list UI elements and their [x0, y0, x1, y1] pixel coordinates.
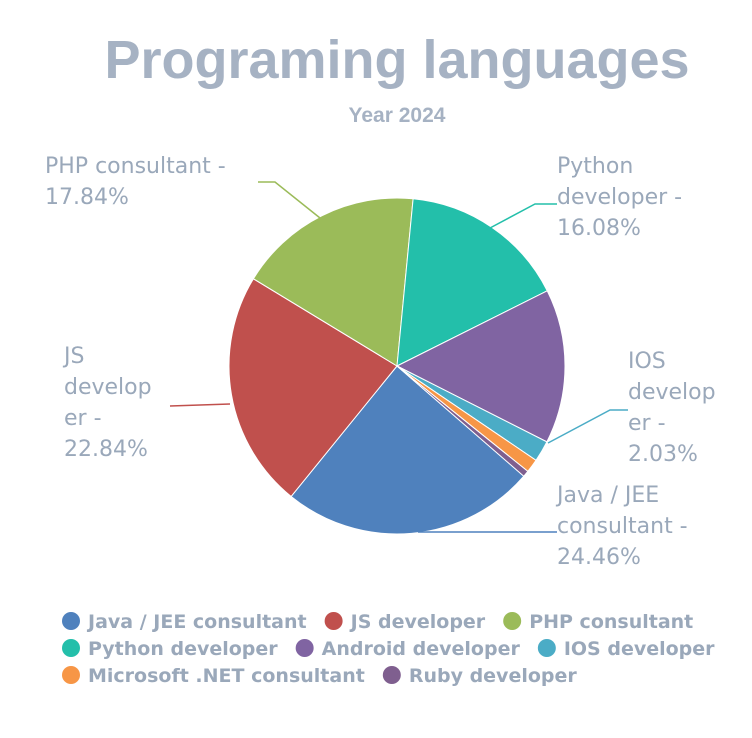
legend-marker: [62, 666, 80, 684]
legend-label: Python developer: [88, 638, 278, 660]
label-connector-python-developer: [489, 203, 557, 229]
chart-title: Programing languages: [104, 30, 689, 90]
legend-label: Java / JEE consultant: [86, 611, 307, 633]
slice-label-js-developer: develop: [64, 375, 152, 400]
slice-label-ios-developer: 2.03%: [628, 442, 698, 467]
chart-subtitle: Year 2024: [349, 104, 446, 127]
legend-marker: [503, 612, 522, 630]
slice-label-js-developer: JS: [62, 344, 84, 369]
slice-label-java-jee-consultant: Java / JEE: [555, 483, 659, 508]
legend-label: PHP consultant: [529, 611, 693, 633]
legend-item-python-developer[interactable]: Python developer: [62, 638, 278, 660]
legend-marker: [295, 639, 314, 657]
legend-label: JS developer: [349, 611, 486, 633]
slice-label-python-developer: developer -: [557, 185, 682, 210]
legend-label: Android developer: [322, 638, 521, 660]
label-connector-js-developer: [169, 403, 231, 407]
pie-slice-android-developer[interactable]: [395, 290, 566, 443]
slice-label-java-jee-consultant: 24.46%: [557, 545, 641, 570]
slice-label-js-developer: 22.84%: [64, 437, 148, 462]
slice-label-python-developer: 16.08%: [557, 216, 641, 241]
legend-marker: [537, 639, 556, 657]
slice-label-ios-developer: IOS: [628, 349, 666, 374]
slice-label-php-consultant: 17.84%: [45, 185, 129, 210]
legend-marker: [382, 666, 401, 684]
slice-label-ios-developer: er -: [628, 411, 666, 436]
slice-label-ios-developer: develop: [628, 380, 716, 405]
legend-marker: [62, 639, 80, 657]
legend: Java / JEE consultant JS developer PHP con…: [62, 611, 715, 687]
legend-item-ruby-developer[interactable]: Ruby developer: [382, 665, 578, 687]
legend-marker: [324, 612, 343, 630]
legend-item-js-developer[interactable]: JS developer: [324, 611, 486, 633]
pie-slice-js-developer[interactable]: [228, 278, 398, 498]
legend-item-java-jee-consultant[interactable]: Java / JEE consultant: [62, 611, 307, 633]
legend-label: IOS developer: [564, 638, 715, 660]
legend-label: Ruby developer: [409, 665, 578, 687]
label-connector-php-consultant: [258, 181, 321, 219]
legend-item-ios-developer[interactable]: IOS developer: [537, 638, 715, 660]
legend-marker: [62, 612, 80, 630]
pie-slice-ruby-developer[interactable]: [396, 365, 529, 477]
label-connector-ios-developer: [547, 409, 628, 444]
pie-slices: [228, 197, 566, 535]
legend-item-php-consultant[interactable]: PHP consultant: [503, 611, 693, 633]
slice-label-java-jee-consultant: consultant -: [557, 514, 688, 539]
legend-label: Microsoft .NET consultant: [88, 665, 365, 687]
legend-item-microsoft-net-consultant[interactable]: Microsoft .NET consultant: [62, 665, 365, 687]
slice-label-php-consultant: PHP consultant -: [45, 154, 226, 179]
pie-slice-php-consultant[interactable]: [252, 197, 414, 367]
slice-label-js-developer: er -: [64, 406, 102, 431]
slice-label-python-developer: Python: [557, 154, 633, 179]
legend-item-android-developer[interactable]: Android developer: [295, 638, 521, 660]
pie-slice-java-jee-consultant[interactable]: [290, 365, 525, 535]
